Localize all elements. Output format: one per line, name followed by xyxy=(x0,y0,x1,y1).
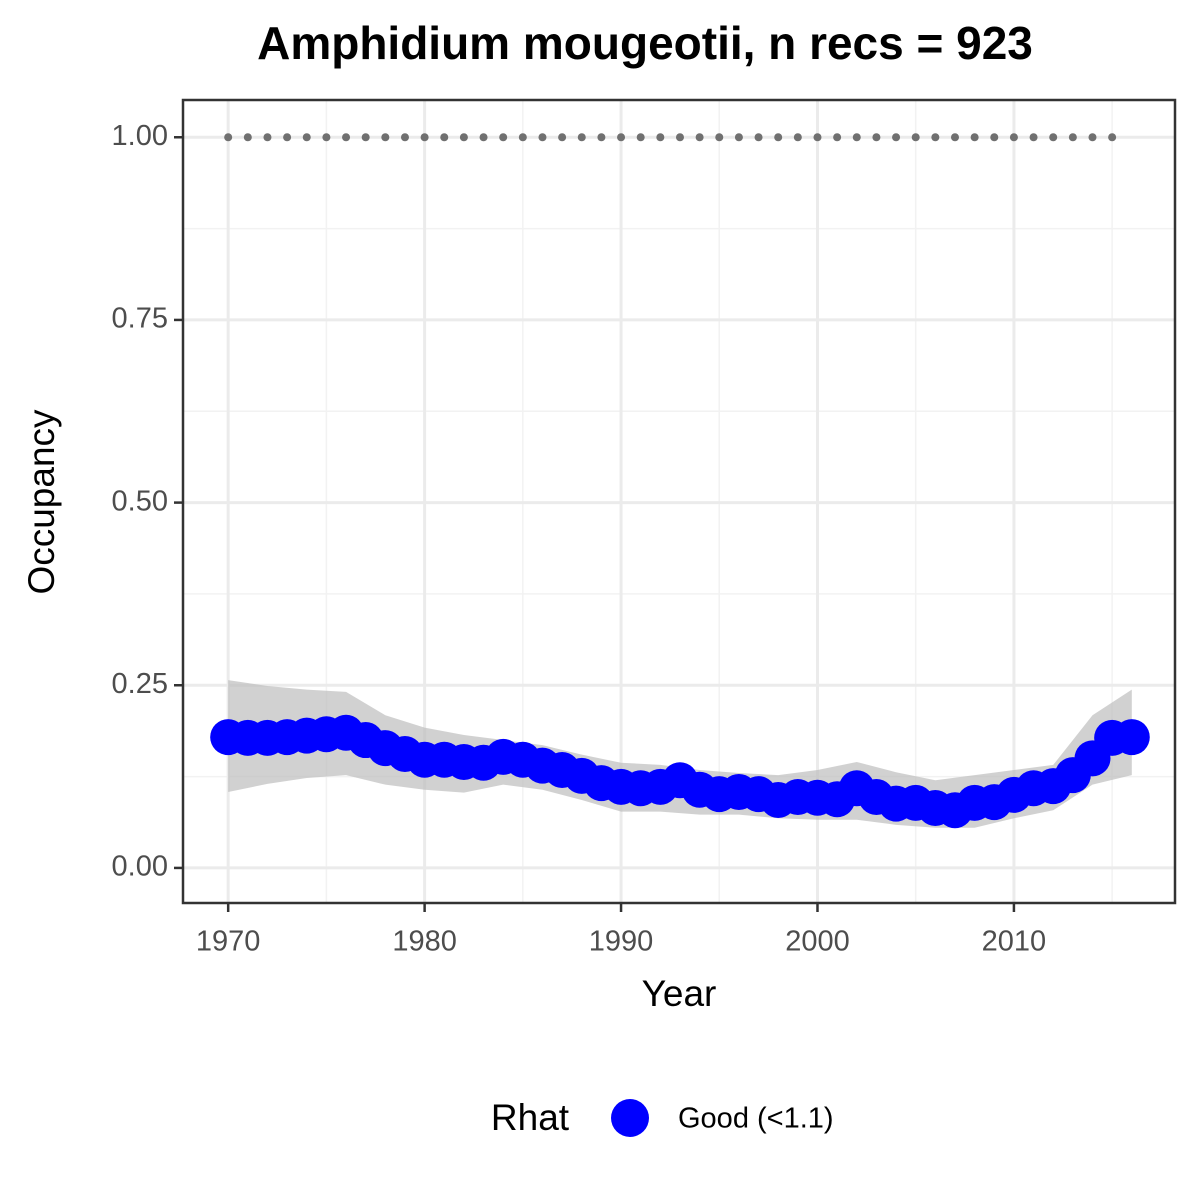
point xyxy=(1068,133,1077,142)
point xyxy=(754,133,763,142)
point xyxy=(499,133,508,142)
point xyxy=(675,133,684,142)
point xyxy=(479,133,488,142)
x-axis-title: Year xyxy=(642,973,717,1014)
point xyxy=(911,133,920,142)
point xyxy=(558,133,567,142)
point xyxy=(892,133,901,142)
x-tick-label: 1970 xyxy=(196,926,261,958)
point xyxy=(400,133,409,142)
point xyxy=(1009,133,1018,142)
point xyxy=(263,133,272,142)
point xyxy=(833,133,842,142)
point xyxy=(342,133,351,142)
point xyxy=(361,133,370,142)
point xyxy=(774,133,783,142)
point xyxy=(322,133,331,142)
y-tick-label: 0.75 xyxy=(112,303,168,335)
point xyxy=(1108,133,1117,142)
legend-marker xyxy=(611,1099,649,1137)
point xyxy=(1113,719,1150,756)
point xyxy=(1088,133,1097,142)
point xyxy=(931,133,940,142)
point xyxy=(597,133,606,142)
plot-border xyxy=(181,98,1177,905)
point xyxy=(538,133,547,142)
point xyxy=(283,133,292,142)
point xyxy=(243,133,252,142)
point xyxy=(1029,133,1038,142)
point xyxy=(617,133,626,142)
point xyxy=(459,133,468,142)
point xyxy=(577,133,586,142)
point xyxy=(302,133,311,142)
point xyxy=(715,133,724,142)
point xyxy=(872,133,881,142)
y-tick-label: 1.00 xyxy=(112,120,168,152)
point xyxy=(420,133,429,142)
legend-label: Good (<1.1) xyxy=(678,1103,834,1135)
point xyxy=(813,133,822,142)
point xyxy=(656,133,665,142)
point xyxy=(970,133,979,142)
point xyxy=(518,133,527,142)
y-tick-label: 0.25 xyxy=(112,668,168,700)
point xyxy=(734,133,743,142)
point xyxy=(1049,133,1058,142)
y-axis-title: Occupancy xyxy=(21,409,62,595)
point xyxy=(990,133,999,142)
point xyxy=(950,133,959,142)
point xyxy=(852,133,861,142)
y-tick-label: 0.50 xyxy=(112,485,168,517)
x-tick-label: 2000 xyxy=(785,926,850,958)
point xyxy=(793,133,802,142)
chart-title: Amphidium mougeotii, n recs = 923 xyxy=(257,17,1033,69)
x-tick-label: 1990 xyxy=(589,926,654,958)
point xyxy=(381,133,390,142)
point xyxy=(636,133,645,142)
x-tick-label: 1980 xyxy=(392,926,457,958)
point xyxy=(440,133,449,142)
x-tick-label: 2010 xyxy=(982,926,1047,958)
point xyxy=(695,133,704,142)
legend-title: Rhat xyxy=(491,1097,570,1138)
point xyxy=(224,133,233,142)
y-tick-label: 0.00 xyxy=(112,851,168,883)
